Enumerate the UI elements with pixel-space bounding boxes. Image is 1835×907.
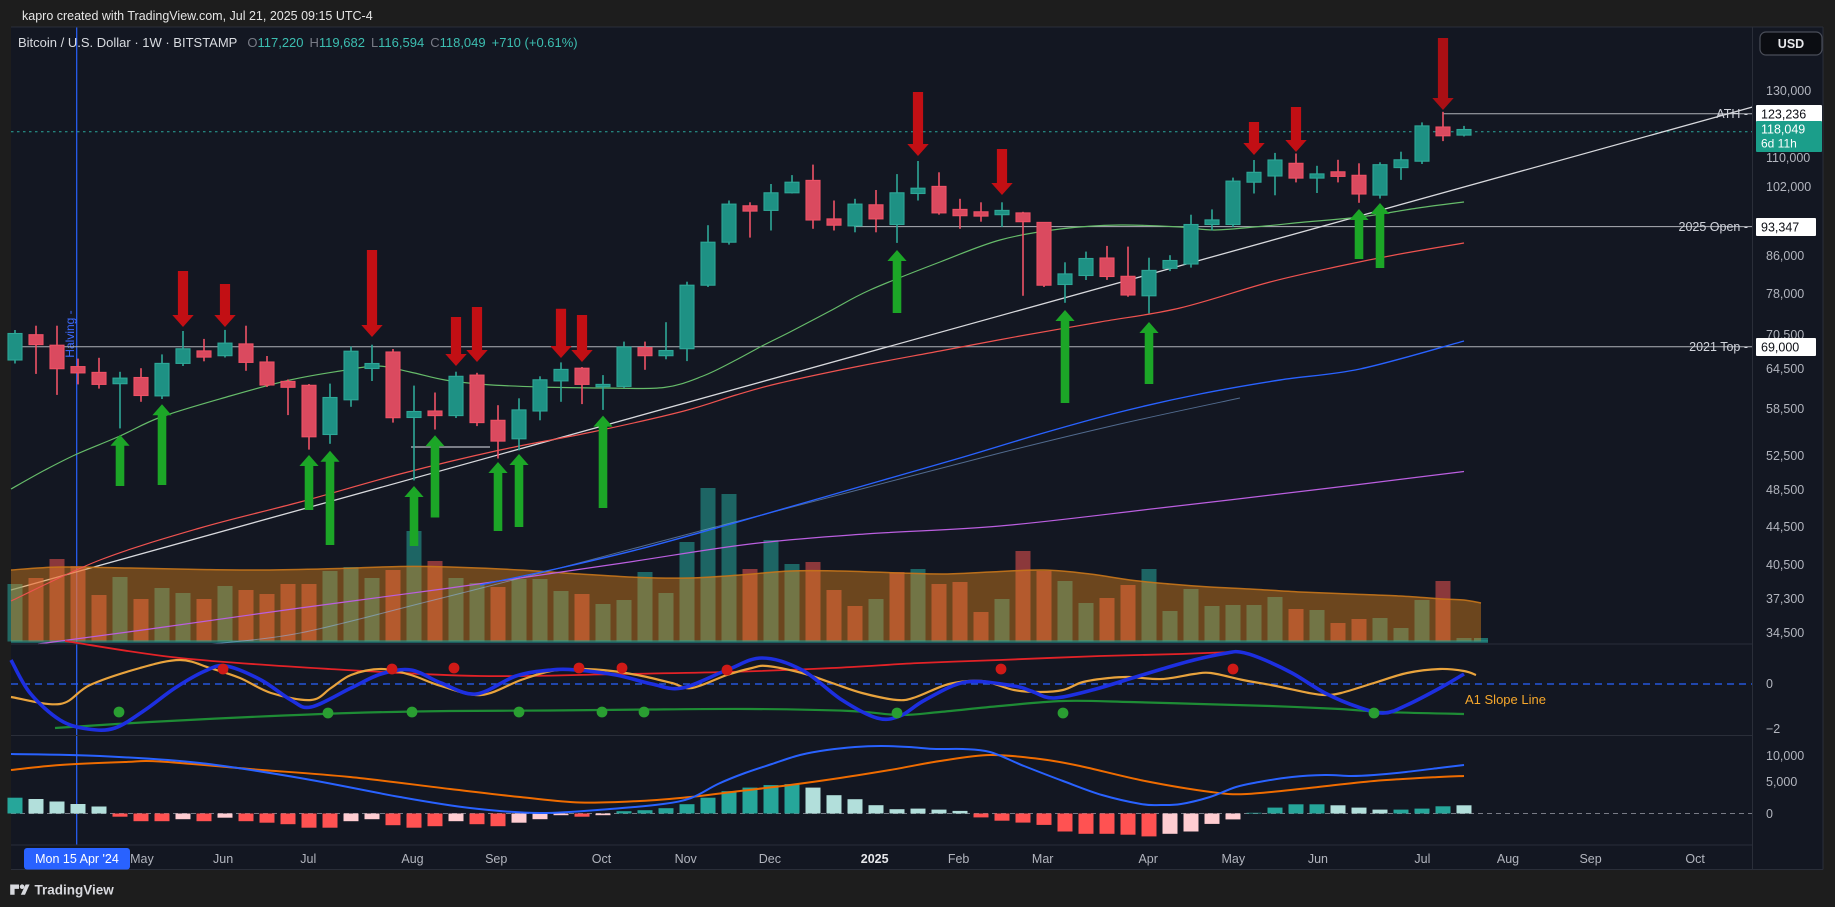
svg-text:Halving -: Halving - (63, 310, 77, 357)
svg-text:kapro created with TradingView: kapro created with TradingView.com, Jul … (22, 9, 373, 23)
svg-text:Apr: Apr (1138, 852, 1157, 866)
svg-text:2021 Top -: 2021 Top - (1689, 340, 1748, 354)
svg-text:Oct: Oct (592, 852, 612, 866)
svg-text:34,500: 34,500 (1766, 626, 1804, 640)
svg-text:48,500: 48,500 (1766, 483, 1804, 497)
svg-text:May: May (1221, 852, 1245, 866)
svg-text:−2: −2 (1766, 722, 1780, 736)
svg-text:58,500: 58,500 (1766, 402, 1804, 416)
svg-text:0: 0 (1766, 807, 1773, 821)
svg-text:110,000: 110,000 (1766, 151, 1810, 165)
svg-text:5,000: 5,000 (1766, 775, 1797, 789)
svg-text:Mar: Mar (1032, 852, 1054, 866)
svg-text:69,000: 69,000 (1761, 341, 1799, 355)
svg-text:Dec: Dec (759, 852, 781, 866)
svg-text:Aug: Aug (1497, 852, 1519, 866)
svg-text:2025 Open -: 2025 Open - (1679, 220, 1749, 234)
svg-text:130,000: 130,000 (1766, 84, 1811, 98)
svg-text:Sep: Sep (1579, 852, 1601, 866)
svg-text:78,000: 78,000 (1766, 287, 1804, 301)
svg-text:2025: 2025 (861, 852, 889, 866)
svg-text:64,500: 64,500 (1766, 362, 1804, 376)
svg-text:May: May (130, 852, 154, 866)
svg-text:A1 Slope Line: A1 Slope Line (1465, 692, 1546, 707)
svg-text:Jun: Jun (1308, 852, 1328, 866)
svg-text:123,236: 123,236 (1761, 108, 1806, 122)
svg-text:86,000: 86,000 (1766, 249, 1804, 263)
svg-text:TradingView: TradingView (35, 883, 115, 898)
svg-text:Jun: Jun (213, 852, 233, 866)
svg-text:ATH -: ATH - (1716, 107, 1748, 121)
svg-text:93,347: 93,347 (1761, 221, 1799, 235)
svg-text:USD: USD (1778, 37, 1804, 51)
svg-text:Jul: Jul (300, 852, 316, 866)
svg-text:Jul: Jul (1414, 852, 1430, 866)
svg-text:40,500: 40,500 (1766, 558, 1804, 572)
svg-text:37,300: 37,300 (1766, 592, 1804, 606)
svg-text:Oct: Oct (1685, 852, 1705, 866)
svg-text:Mon 15 Apr '24: Mon 15 Apr '24 (35, 852, 119, 866)
svg-text:Aug: Aug (401, 852, 423, 866)
svg-text:Sep: Sep (485, 852, 507, 866)
svg-text:Feb: Feb (948, 852, 970, 866)
svg-text:102,000: 102,000 (1766, 180, 1811, 194)
svg-text:10,000: 10,000 (1766, 749, 1804, 763)
svg-text:44,500: 44,500 (1766, 520, 1804, 534)
svg-text:6d 11h: 6d 11h (1761, 137, 1797, 151)
svg-text:118,049: 118,049 (1761, 123, 1805, 137)
svg-text:Bitcoin / U.S. Dollar · 1W · B: Bitcoin / U.S. Dollar · 1W · BITSTAMP O11… (18, 35, 578, 50)
svg-text:0: 0 (1766, 677, 1773, 691)
svg-text:Nov: Nov (675, 852, 698, 866)
svg-text:52,500: 52,500 (1766, 449, 1804, 463)
